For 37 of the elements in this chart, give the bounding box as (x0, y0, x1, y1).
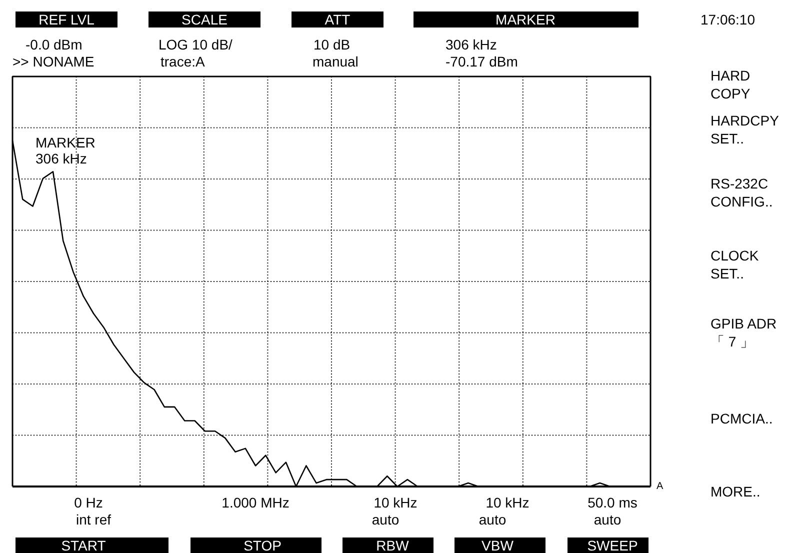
text: VBW (482, 538, 514, 553)
text: A (656, 481, 664, 492)
text: RBW (376, 538, 410, 553)
annotation: MARKER (36, 134, 96, 150)
text: int ref (76, 512, 112, 528)
text: auto (594, 512, 622, 528)
text: CLOCK SET.. (710, 247, 760, 282)
text: 306 kHz (446, 36, 497, 52)
text: MARKER (496, 12, 556, 28)
text: 17:06:10 (700, 12, 756, 28)
text: 50.0 ms (588, 494, 638, 510)
text: trace:A (160, 54, 206, 70)
text: REF LVL (38, 12, 95, 28)
text: 0 Hz (74, 494, 103, 510)
text: HARD COPY (710, 67, 751, 102)
annotation: 306 kHz (36, 150, 87, 166)
text: RS-232C CONFIG.. (710, 175, 773, 210)
text: STOP (244, 538, 282, 553)
text: HARDCPY SET.. (710, 112, 780, 147)
text: GPIB ADR 「 7 」 (710, 315, 777, 350)
text: SCALE (182, 12, 228, 28)
text: 10 kHz (486, 494, 530, 510)
text: >> NONAME (12, 54, 94, 70)
text: 10 kHz (374, 494, 418, 510)
text: SWEEP (587, 538, 638, 553)
text: -0.0 dBm (26, 36, 82, 52)
text: -70.17 dBm (446, 54, 518, 70)
text: manual (312, 54, 358, 70)
text: auto (478, 512, 506, 528)
text: ATT (324, 12, 351, 28)
text: MORE.. (710, 484, 760, 500)
text: 10 dB (314, 36, 350, 52)
text: 1.000 MHz (222, 494, 290, 510)
text: START (61, 538, 106, 553)
text: PCMCIA.. (710, 410, 773, 426)
text: auto (372, 512, 400, 528)
text: LOG 10 dB/ (158, 36, 233, 52)
